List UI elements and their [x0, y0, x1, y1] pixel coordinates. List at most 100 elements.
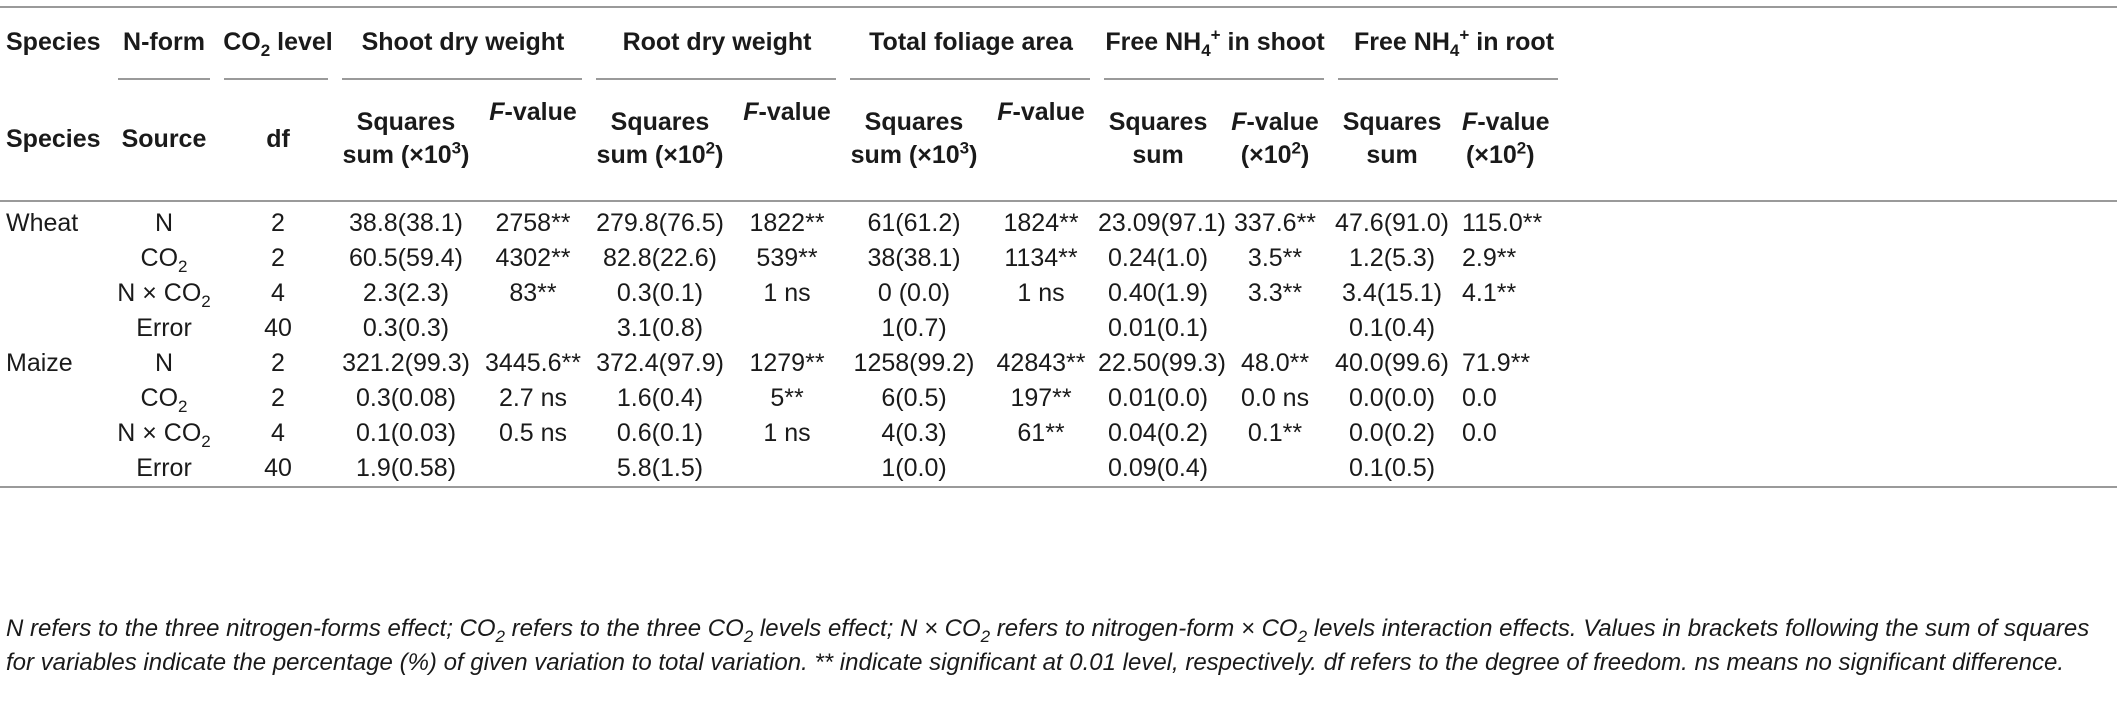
table-row: N × CO2 4 0.1(0.03) 0.5 ns 0.6(0.1) 1 ns 4(0.3… [0, 416, 2117, 451]
cell-value: 1 ns [763, 419, 811, 447]
cell-value: 48.0** [1240, 349, 1310, 377]
cell-species: Wheat [6, 209, 79, 237]
cell-value: 2758** [495, 209, 571, 237]
cell-value: 0.01(0.0) [1108, 384, 1209, 412]
cell-value: 1824** [1003, 209, 1079, 237]
cell-species [0, 451, 108, 488]
cell-value: 0.01(0.1) [1108, 314, 1209, 342]
cell-value: 0.5 ns [498, 419, 568, 447]
subheader-shoot-f: F-value [476, 78, 590, 202]
cell-value: 4.1** [1462, 279, 1517, 307]
subheader-root-ss: Squares sum (×102) [590, 78, 730, 202]
subheader-shoot-ss: Squares sum (×103) [336, 78, 476, 202]
table-body: Wheat N 2 38.8(38.1) 2758** 279.8(76.5) 1822**… [0, 201, 2117, 488]
cell-source: N [154, 349, 174, 377]
table-row: CO2 2 0.3(0.08) 2.7 ns 1.6(0.4) 5** 6(0.5) 197*… [0, 381, 2117, 416]
subheader-nh4-shoot-f: F-value (×102) [1218, 78, 1333, 202]
cell-value: 1258(99.2) [853, 349, 975, 377]
subheader-foliage-ss: Squares sum (×103) [844, 78, 985, 202]
cell-value: 6(0.5) [881, 384, 947, 412]
cell-value: 0.3(0.08) [355, 384, 457, 412]
header-row-1: Species N-form CO2 level Shoot dry weigh… [0, 6, 2117, 78]
cell-source: Error [108, 451, 220, 488]
cell-value: 0.40(1.9) [1108, 279, 1209, 307]
cell-species [0, 276, 108, 311]
table-top-rule [0, 6, 2117, 8]
cell-source: CO2 [140, 384, 188, 416]
cell-value: 539** [756, 244, 818, 272]
cell-df: 4 [271, 419, 285, 447]
header-co2-level: CO2 level [223, 27, 333, 60]
table-row: Error 40 0.3(0.3) 3.1(0.8) 1(0.7) 0.01(0.1) 0.… [0, 311, 2117, 346]
cell-value: 23.09(97.1) [1098, 209, 1226, 237]
cell-value [730, 451, 845, 488]
cell-value: 0.0(0.2) [1348, 419, 1436, 447]
cell-value: 1.6(0.4) [616, 384, 704, 412]
cell-value [730, 311, 844, 346]
cell-value: 0.3(0.3) [362, 314, 450, 342]
cell-value [1218, 311, 1332, 346]
cell-value: 197** [1010, 384, 1072, 412]
cell-df: 2 [271, 384, 285, 412]
cell-df: 2 [271, 244, 285, 272]
cell-df: 2 [271, 209, 285, 237]
cell-value [1452, 311, 2117, 346]
header-nform: N-form [123, 27, 205, 56]
cell-value: 61(61.2) [867, 209, 961, 237]
cell-value: 0.0 [1462, 419, 1497, 447]
cell-df: 40 [264, 314, 292, 342]
table-footnote: N refers to the three nitrogen-forms eff… [6, 615, 2090, 676]
cell-value: 0 (0.0) [877, 279, 951, 307]
cell-value: 82.8(22.6) [603, 244, 717, 272]
cell-value [476, 311, 590, 346]
cell-value: 42843** [996, 349, 1086, 377]
cell-value [1218, 451, 1333, 488]
cell-value: 0.1(0.5) [1332, 451, 1453, 488]
cell-species [0, 416, 108, 451]
table-row: CO2 2 60.5(59.4) 4302** 82.8(22.6) 539** 38(38… [0, 241, 2117, 276]
header-total-foliage-area: Total foliage area [869, 27, 1073, 56]
cell-value: 3445.6** [485, 349, 581, 377]
cell-source: CO2 [140, 244, 188, 276]
subheader-foliage-f: F-value [984, 78, 1099, 202]
cell-value: 0.1** [1247, 419, 1303, 447]
table-row: Wheat N 2 38.8(38.1) 2758** 279.8(76.5) 1822**… [0, 201, 2117, 241]
cell-value: 5.8(1.5) [590, 451, 730, 488]
header-row-2: Species Source df Squares sum (×103) F-va… [0, 78, 2117, 202]
cell-value: 71.9** [1462, 349, 1531, 377]
table-row: Maize N 2 321.2(99.3) 3445.6** 372.4(97.9) 127… [0, 346, 2117, 381]
table-row: N × CO2 4 2.3(2.3) 83** 0.3(0.1) 1 ns 0 (0.0) 1… [0, 276, 2117, 311]
cell-source: N [154, 209, 174, 237]
cell-value: 1279** [749, 349, 825, 377]
header-root-dry-weight: Root dry weight [622, 27, 812, 56]
cell-df: 40 [220, 451, 336, 488]
cell-value: 3.3** [1247, 279, 1303, 307]
table-row: Error 40 1.9(0.58) 5.8(1.5) 1(0.0) 0.09(0.4) 0… [0, 451, 2117, 488]
header-species: Species [6, 27, 101, 56]
cell-value: 279.8(76.5) [596, 209, 724, 237]
cell-value: 1.9(0.58) [336, 451, 476, 488]
cell-value: 1 ns [763, 279, 811, 307]
cell-source: N × CO2 [117, 279, 211, 311]
cell-value [984, 311, 1098, 346]
cell-value: 0.04(0.2) [1108, 419, 1209, 447]
cell-value: 5** [770, 384, 804, 412]
cell-value: 0.0 ns [1240, 384, 1310, 412]
cell-value: 3.1(0.8) [616, 314, 704, 342]
cell-value: 0.1(0.4) [1348, 314, 1436, 342]
cell-value: 4302** [495, 244, 571, 272]
cell-value: 0.0(0.0) [1348, 384, 1436, 412]
cell-value: 83** [509, 279, 557, 307]
header-shoot-dry-weight: Shoot dry weight [361, 27, 565, 56]
subheader-source: Source [108, 78, 220, 202]
cell-value: 4(0.3) [881, 419, 947, 447]
cell-value: 40.0(99.6) [1335, 349, 1450, 377]
cell-value: 0.3(0.1) [616, 279, 704, 307]
cell-value: 0.09(0.4) [1098, 451, 1219, 488]
cell-value: 2.7 ns [498, 384, 568, 412]
subheader-df: df [220, 78, 336, 202]
cell-value: 1(0.7) [881, 314, 947, 342]
subheader-nh4-shoot-ss: Squares sum [1098, 78, 1219, 202]
subheader-nh4-root-ss: Squares sum [1332, 78, 1453, 202]
cell-species [0, 241, 108, 276]
